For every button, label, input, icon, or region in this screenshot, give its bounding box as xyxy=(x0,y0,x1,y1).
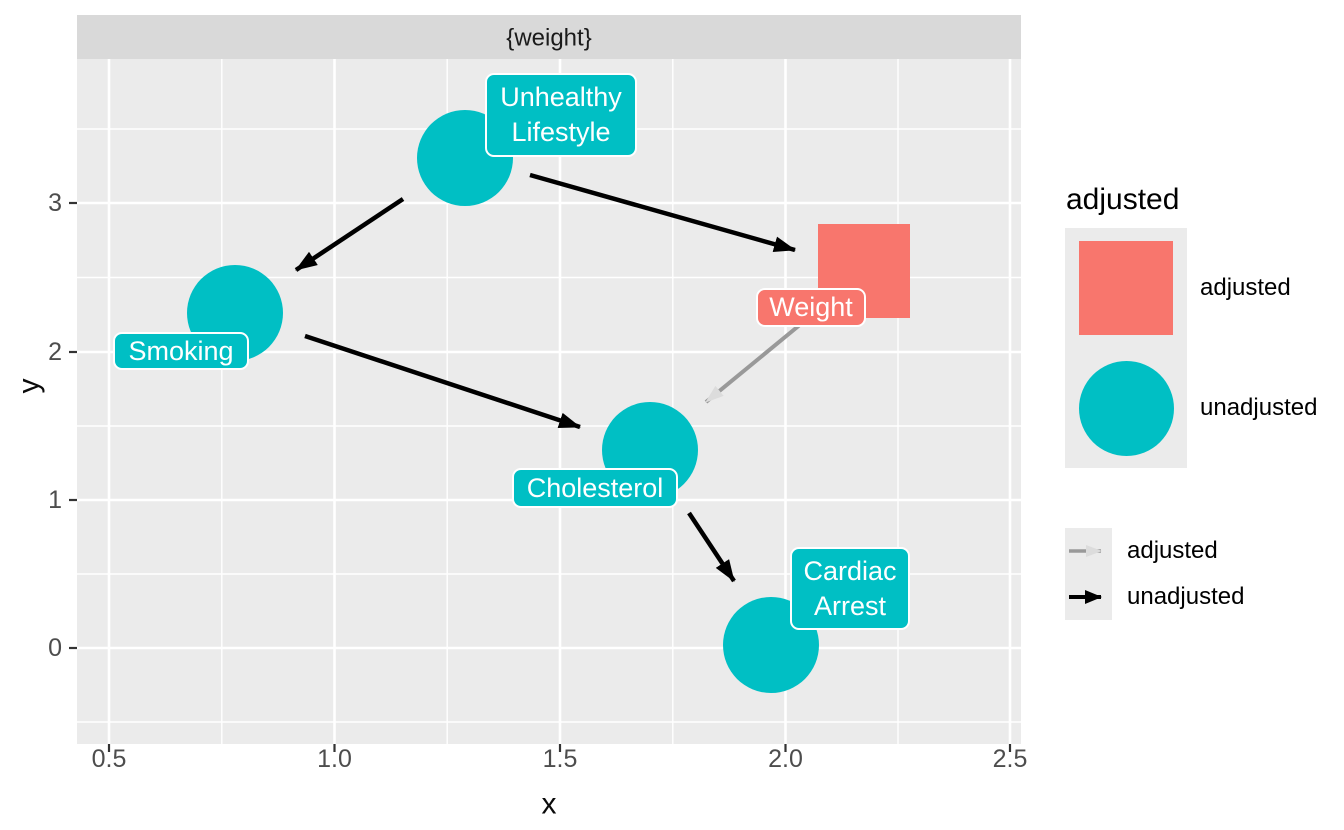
node-label-weight: Weight xyxy=(756,288,866,327)
unadjusted-circle-swatch-icon xyxy=(1078,360,1174,456)
node-label-smoking: Smoking xyxy=(113,332,249,370)
plot-panel xyxy=(77,59,1021,744)
legend-key-adjusted xyxy=(1065,228,1187,348)
legend-edge-label-unadjusted: unadjusted xyxy=(1127,583,1245,610)
y-tick-label-3: 3 xyxy=(48,189,62,217)
x-tick-label-0.5: 0.5 xyxy=(92,745,127,773)
edge-weight-to-cholesterol-arrow-adjusted xyxy=(704,317,809,404)
edge-unhealthy-to-smoking-arrow xyxy=(294,197,405,272)
legend-key-edge-adjusted xyxy=(1065,528,1112,574)
facet-strip xyxy=(77,15,1021,59)
adjusted-square-swatch-icon xyxy=(1079,241,1173,335)
edge-smoking-to-cholesterol-arrow xyxy=(304,333,581,430)
node-label-cardiac-arrest: Cardiac Arrest xyxy=(790,547,910,630)
legend-fill-label-unadjusted: unadjusted xyxy=(1200,394,1318,421)
y-tick-label-1: 1 xyxy=(48,486,62,514)
y-tick-label-0: 0 xyxy=(48,634,62,662)
legend-fill-title: adjusted xyxy=(1066,183,1180,216)
legend-fill-label-adjusted: adjusted xyxy=(1200,274,1291,301)
y-axis-title: y xyxy=(13,379,46,394)
edge-cholesterol-to-cardiac-arrest-arrow xyxy=(687,511,736,583)
x-tick-label-2.5: 2.5 xyxy=(993,745,1028,773)
x-axis-title: x xyxy=(542,788,557,821)
x-tick-label-2.0: 2.0 xyxy=(768,745,803,773)
y-tick-label-2: 2 xyxy=(48,338,62,366)
legend-edge-label-adjusted: adjusted xyxy=(1127,537,1218,564)
black-arrow-icon xyxy=(1068,590,1102,604)
axis-ticks xyxy=(69,201,1012,752)
legend-key-unadjusted xyxy=(1065,348,1187,468)
dag-edges xyxy=(294,172,809,583)
facet-strip-label: {weight} xyxy=(506,25,591,52)
legend-key-edge-unadjusted xyxy=(1065,574,1112,620)
node-label-unhealthy-lifestyle: Unhealthy Lifestyle xyxy=(485,73,637,157)
x-tick-label-1.0: 1.0 xyxy=(317,745,352,773)
edge-unhealthy-to-weight-arrow xyxy=(529,172,796,253)
node-label-cholesterol: Cholesterol xyxy=(512,468,678,508)
x-tick-label-1.5: 1.5 xyxy=(543,745,578,773)
gray-arrow-icon xyxy=(1068,545,1102,557)
